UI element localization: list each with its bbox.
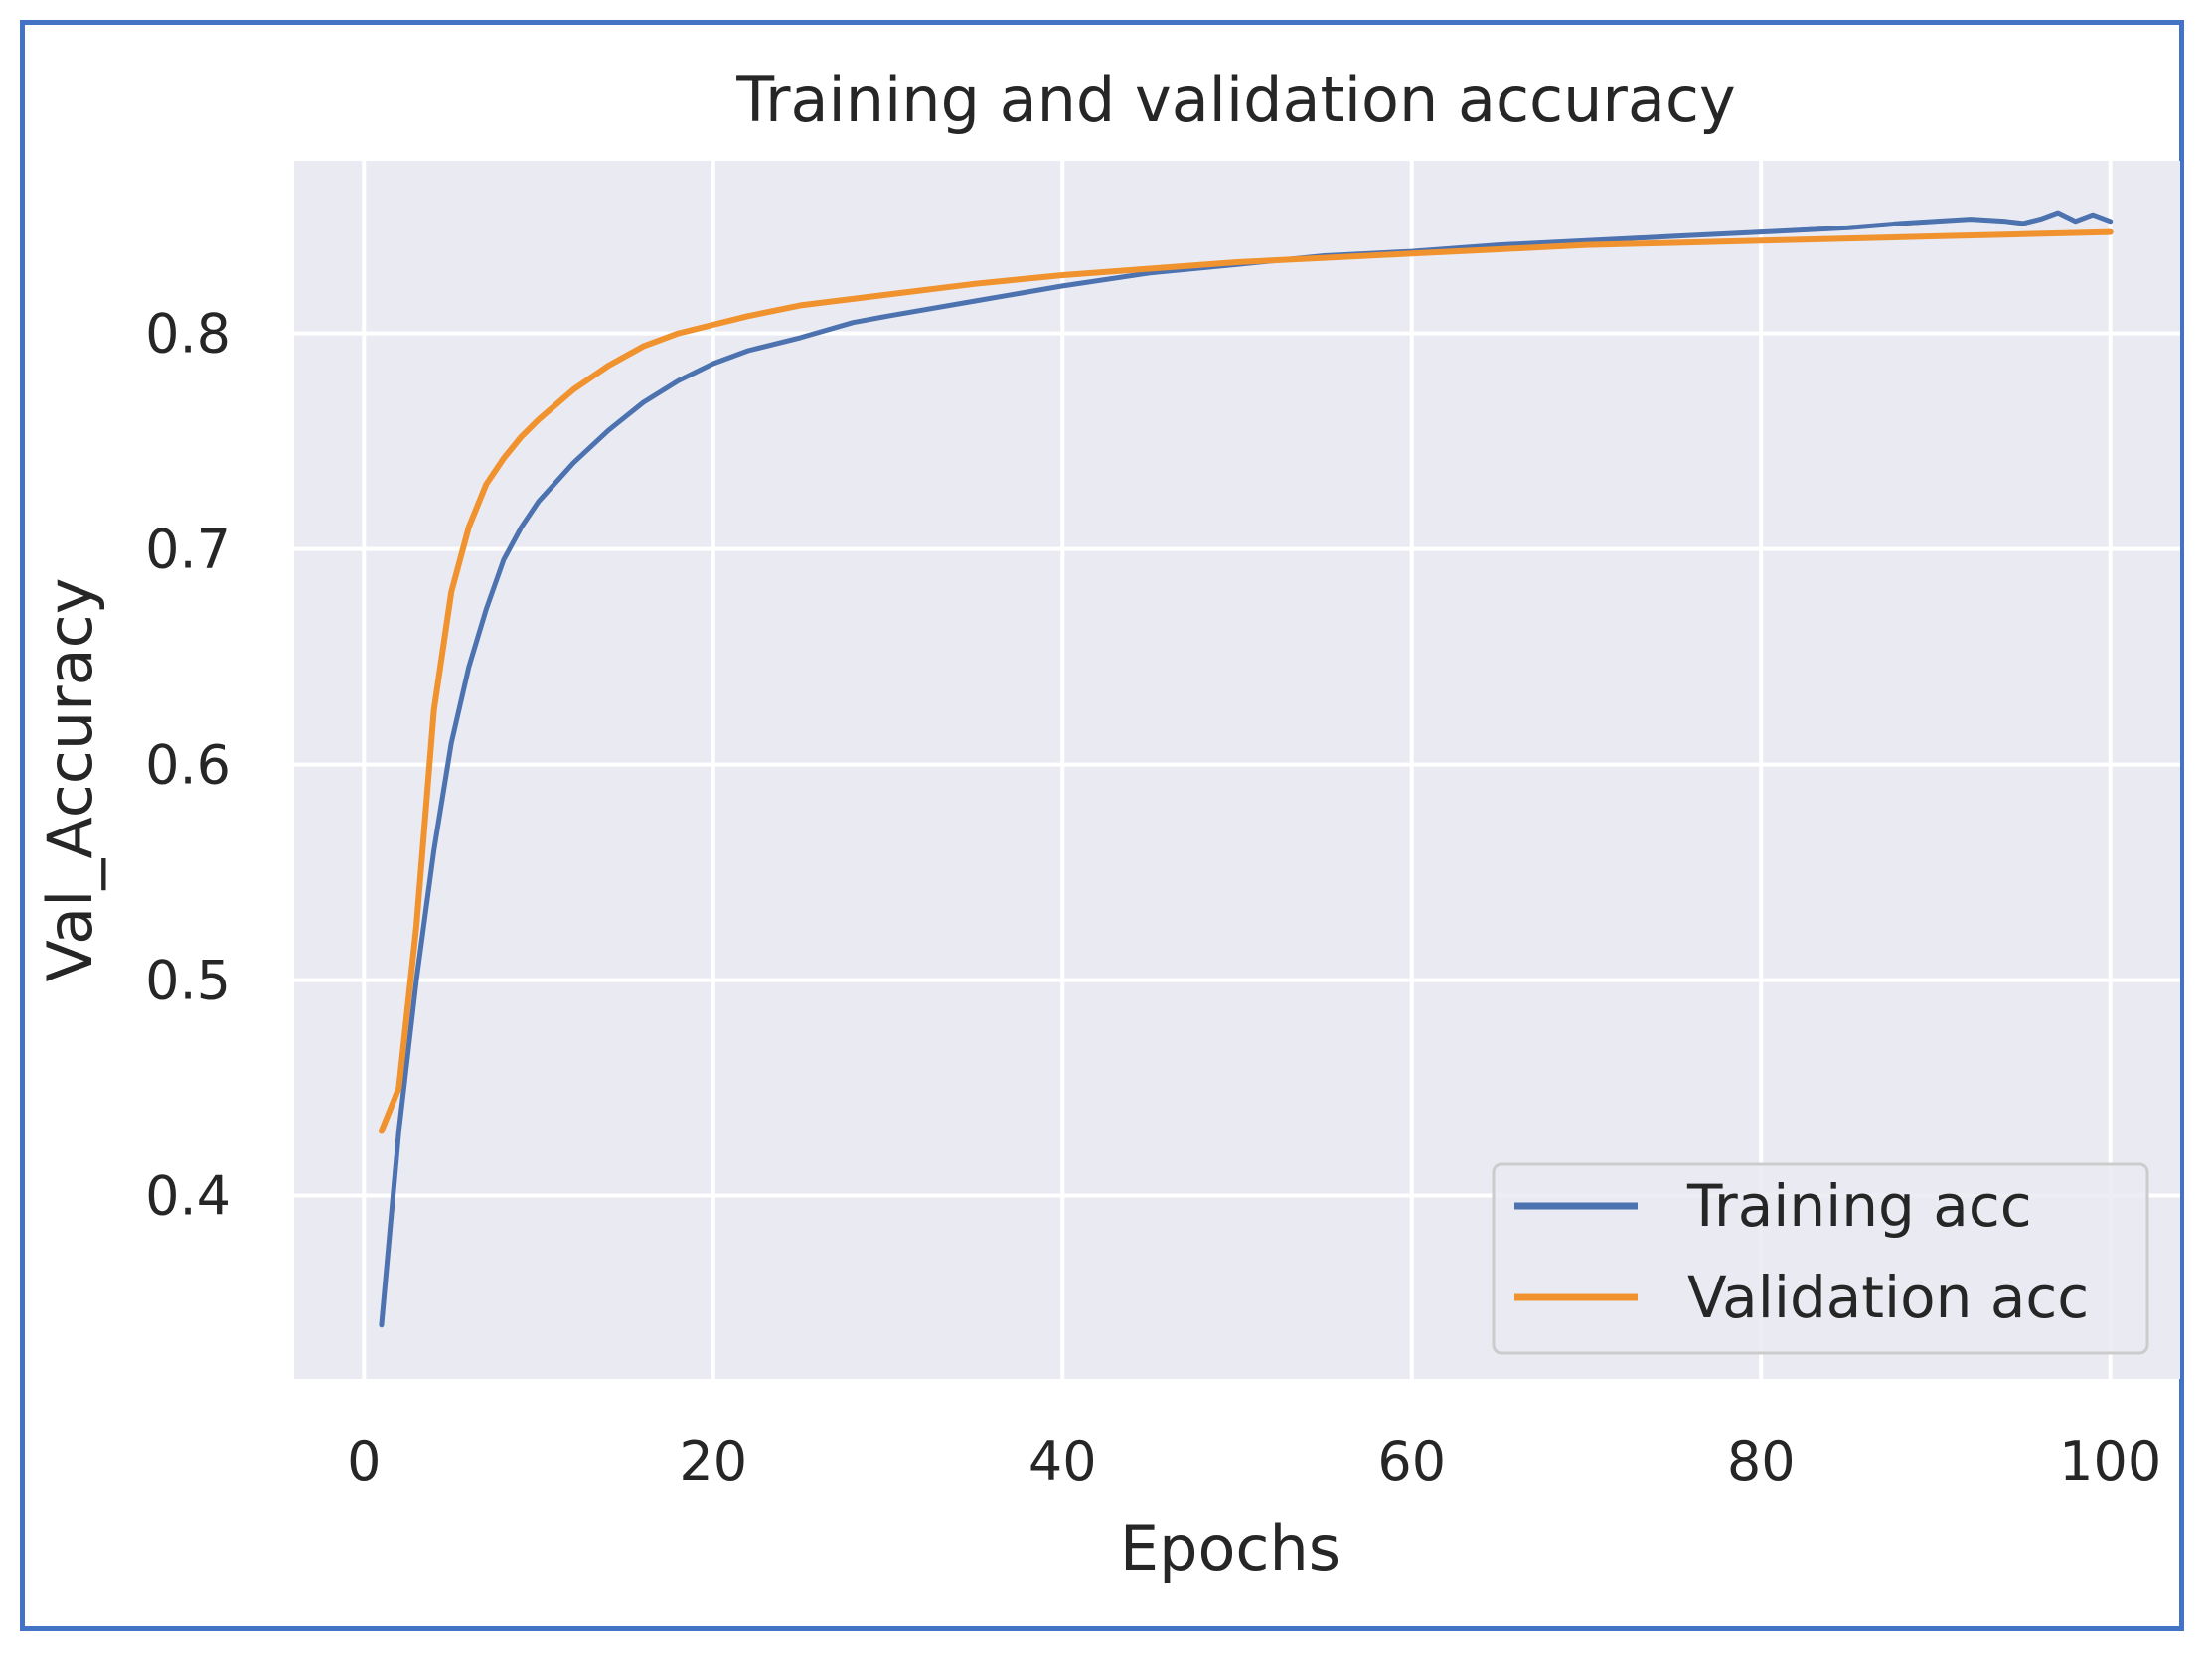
legend-box <box>1492 1162 2149 1355</box>
grid <box>294 161 2180 1379</box>
y-tick-label: 0.4 <box>145 1165 231 1228</box>
training-acc-line <box>379 210 2114 1328</box>
legend-label-training: Training acc <box>1686 1172 2032 1240</box>
y-axis-label: Val_Accuracy <box>34 578 106 982</box>
chart-title: Training and validation accuracy <box>735 64 1735 136</box>
x-tick-label: 100 <box>2059 1431 2161 1493</box>
validation-acc-line <box>378 228 2114 1134</box>
y-tick-label: 0.7 <box>145 519 231 581</box>
legend: Training acc Validation acc <box>1492 1162 2149 1355</box>
y-tick-label: 0.8 <box>145 303 231 366</box>
x-tick-label: 60 <box>1377 1431 1446 1493</box>
x-tick-label: 40 <box>1028 1431 1097 1493</box>
x-axis-ticks: 0 20 40 60 80 100 <box>347 1431 2161 1493</box>
x-tick-label: 0 <box>347 1431 381 1493</box>
y-axis-ticks: 0.4 0.5 0.6 0.7 0.8 <box>145 303 231 1228</box>
y-tick-label: 0.6 <box>145 734 231 797</box>
legend-label-validation: Validation acc <box>1687 1264 2089 1331</box>
x-tick-label: 80 <box>1727 1431 1796 1493</box>
x-tick-label: 20 <box>679 1431 747 1493</box>
x-axis-label: Epochs <box>1120 1512 1341 1584</box>
y-tick-label: 0.5 <box>145 950 231 1012</box>
series-lines <box>378 210 2114 1328</box>
